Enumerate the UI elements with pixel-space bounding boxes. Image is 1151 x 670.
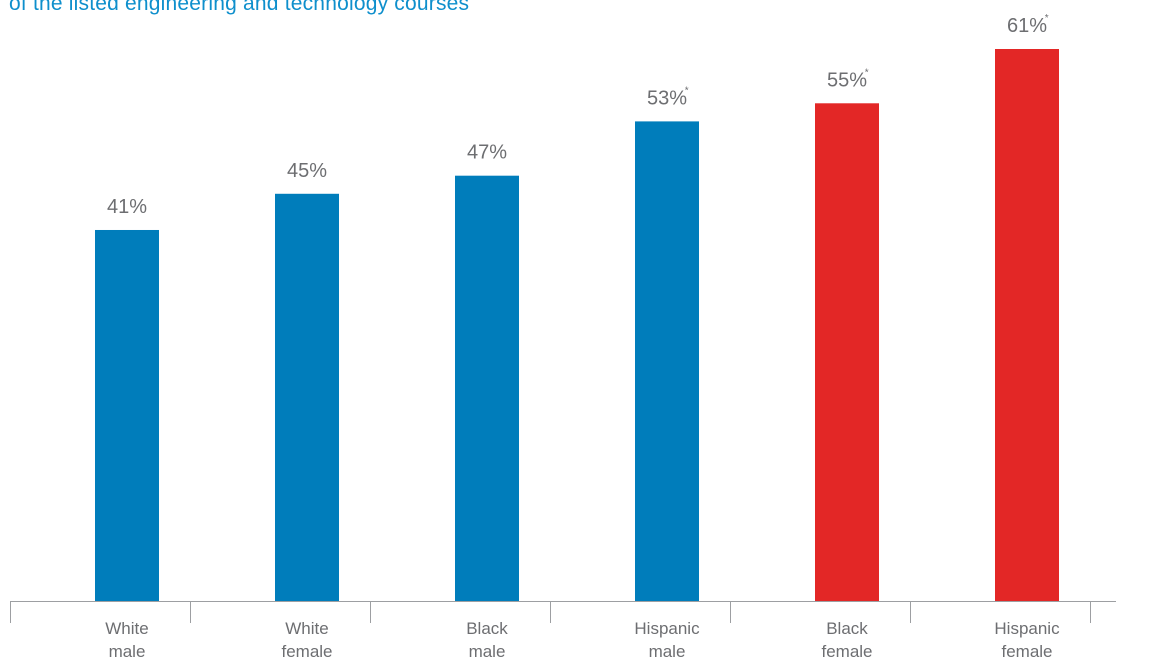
category-label: Hispanic: [634, 619, 700, 638]
value-label: 53%: [647, 87, 687, 109]
significance-mark: *: [685, 85, 689, 96]
category-label: male: [109, 642, 146, 661]
category-label: White: [285, 619, 328, 638]
value-label: 47%: [467, 142, 507, 164]
category-label: Black: [466, 619, 508, 638]
category-label: male: [469, 642, 506, 661]
category-label: White: [105, 619, 148, 638]
bar: [635, 121, 699, 602]
bar: [95, 229, 159, 601]
significance-mark: *: [865, 67, 869, 78]
value-label: 41%: [107, 196, 147, 218]
significance-mark: *: [1045, 13, 1049, 24]
category-label: Black: [826, 619, 868, 638]
category-label: female: [1001, 642, 1052, 661]
value-label: 61%: [1007, 15, 1047, 37]
bar: [455, 175, 519, 601]
chart-subtitle: of the listed engineering and technology…: [9, 0, 470, 15]
value-label: 55%: [827, 69, 867, 91]
bar: [995, 49, 1059, 601]
category-label: male: [649, 642, 686, 661]
bar: [275, 193, 339, 602]
category-label: female: [821, 642, 872, 661]
bar: [815, 103, 879, 602]
value-label: 45%: [287, 160, 327, 182]
category-label: Hispanic: [994, 619, 1060, 638]
category-label: female: [281, 642, 332, 661]
